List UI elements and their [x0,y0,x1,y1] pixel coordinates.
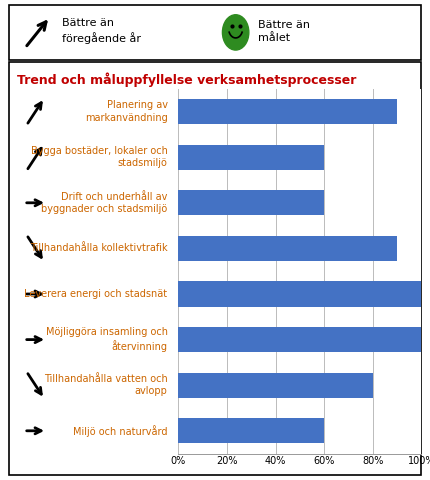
Text: Drift och underhåll av
byggnader och stadsmiljö: Drift och underhåll av byggnader och sta… [41,192,168,214]
Text: Planering av
markanvändning: Planering av markanvändning [85,100,168,123]
Text: Tillhandahålla kollektivtrafik: Tillhandahålla kollektivtrafik [30,243,168,253]
Text: Trend och måluppfyllelse verksamhetsprocesser: Trend och måluppfyllelse verksamhetsproc… [17,72,356,87]
Text: Bygga bostäder, lokaler och
stadsmiljö: Bygga bostäder, lokaler och stadsmiljö [31,146,168,168]
Text: Leverera energi och stadsnät: Leverera energi och stadsnät [25,289,168,299]
Bar [178,327,421,352]
Text: Tillhandahålla vatten och
avlopp: Tillhandahålla vatten och avlopp [44,374,168,396]
Text: Bättre än
målet: Bättre än målet [258,20,310,43]
Bar [178,99,397,124]
Bar [178,372,373,398]
Text: Bättre än
föregående år: Bättre än föregående år [62,18,141,44]
Bar [178,418,324,444]
Bar [178,144,324,170]
Text: Miljö och naturvård: Miljö och naturvård [73,425,168,437]
Text: Möjliggöra insamling och
återvinning: Möjliggöra insamling och återvinning [46,327,168,352]
Bar [178,236,397,261]
Bar [178,190,324,216]
Circle shape [222,15,249,50]
Bar [178,281,421,307]
